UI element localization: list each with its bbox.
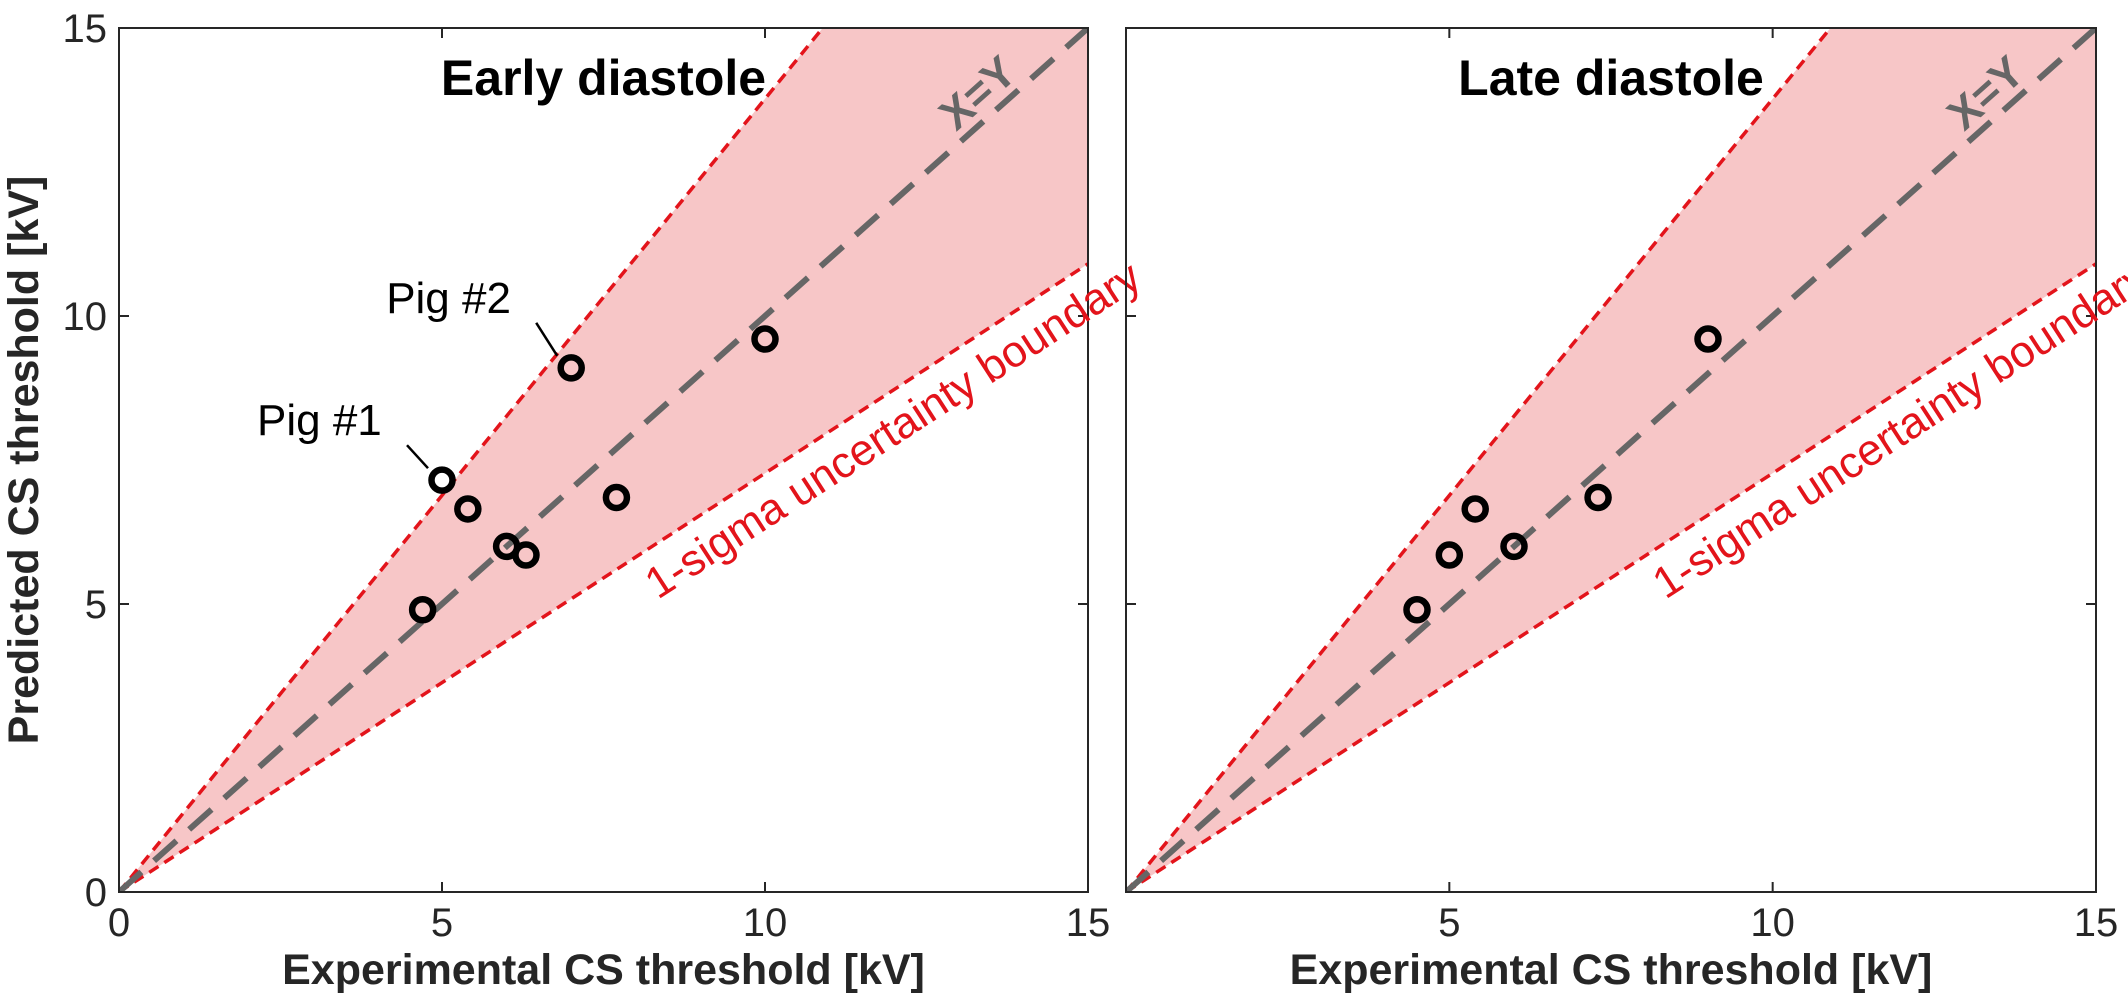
plot-area (119, 28, 1088, 892)
uncertainty-band-fill (119, 28, 1088, 892)
annotation-label: Pig #1 (257, 396, 382, 445)
panel-2: 5 10 15 Experimental CS threshold [kV] Late … (1125, 27, 2128, 994)
x-tick-label: 15 (2074, 901, 2119, 945)
panel-1: 0 5 10 15 0 5 10 15 Experimental CS threshold [k… (0, 7, 1150, 994)
data-point (1694, 325, 1722, 353)
data-point (1403, 596, 1431, 624)
upper-uncertainty-boundary (119, 28, 825, 892)
axes-box (118, 27, 1089, 893)
x-tick-label: 10 (1750, 901, 1795, 945)
lower-uncertainty-boundary (1126, 262, 2096, 892)
data-point (428, 466, 456, 494)
x-tick-label: 10 (743, 901, 788, 945)
data-point (557, 354, 585, 382)
data-point (1584, 483, 1612, 512)
x-tick-label: 0 (108, 901, 130, 945)
x-axis-title: Experimental CS threshold [kV] (282, 946, 925, 994)
annotation-leader-line (535, 322, 559, 357)
annotation-leader-line (406, 444, 429, 470)
x-tick-label: 5 (431, 901, 453, 945)
data-point (1435, 541, 1464, 569)
identity-line (1126, 28, 2096, 892)
data-point (408, 596, 437, 624)
plot-area (1126, 28, 2096, 892)
data-point (1500, 532, 1528, 561)
data-point (1461, 495, 1489, 523)
uncertainty-band-fill (1126, 28, 2096, 892)
y-tick-label: 5 (85, 583, 107, 627)
y-tick-label: 0 (85, 871, 107, 915)
panel-title: Late diastole (1458, 50, 1764, 106)
data-point (454, 495, 482, 523)
identity-line (119, 28, 1088, 892)
annotation-label: Pig #2 (386, 274, 511, 323)
y-tick-label: 10 (63, 295, 108, 339)
data-point (751, 325, 779, 353)
upper-uncertainty-boundary (1126, 28, 1833, 892)
data-point (602, 483, 631, 512)
axes-box (1125, 27, 2097, 893)
y-tick-label: 15 (63, 7, 108, 51)
y-axis-title: Predicted CS threshold [kV] (0, 176, 48, 745)
x-axis-title: Experimental CS threshold [kV] (1290, 946, 1933, 994)
x-tick-label: 5 (1438, 901, 1460, 945)
panel-title: Early diastole (441, 50, 766, 106)
lower-uncertainty-boundary (119, 262, 1088, 892)
x-tick-label: 15 (1066, 901, 1111, 945)
data-point (512, 541, 540, 569)
